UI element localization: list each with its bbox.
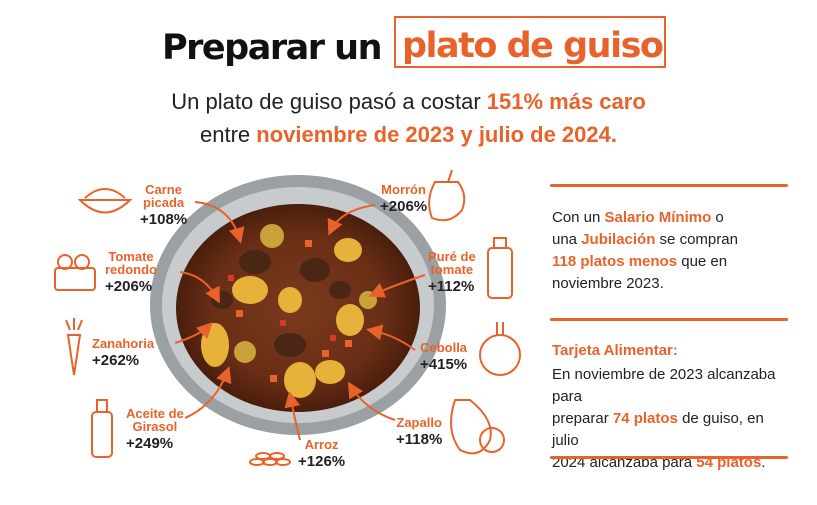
text: que en — [677, 253, 728, 270]
text: Con un — [552, 209, 605, 226]
text: de guiso, en julio — [552, 410, 764, 449]
ingredient-aceite: Aceite de Girasol +249% — [126, 407, 184, 451]
text: noviembre 2023. — [552, 275, 664, 292]
ingredient-arroz: Arroz +126% — [298, 438, 345, 469]
ingredient-percentage: +249% — [126, 435, 174, 452]
highlight: 74 platos — [612, 410, 678, 427]
rice-icon — [249, 452, 291, 466]
pepper-icon — [428, 169, 466, 222]
ingredient-name: Morrón — [381, 182, 426, 197]
ingredient-name: Tomate redondo — [105, 249, 157, 277]
card-title: Tarjeta Alimentar: — [552, 342, 678, 359]
text: . — [761, 454, 766, 471]
title-plain: Preparar un — [162, 28, 382, 68]
highlight: 118 platos menos — [552, 253, 678, 270]
title-accent: plato de guiso — [402, 26, 664, 66]
ingredient-percentage: +108% — [140, 211, 188, 228]
subtitle-text: Un plato de guiso pasó a costar — [171, 89, 487, 114]
subtitle-highlight: noviembre de 2023 y julio de 2024. — [256, 122, 617, 147]
highlight: Jubilación — [581, 231, 656, 248]
carrot-icon — [65, 318, 83, 376]
ingredient-percentage: +206% — [105, 278, 153, 295]
tomatoes-basket-icon — [54, 254, 96, 291]
divider — [550, 184, 788, 187]
ingredient-name: Aceite de Girasol — [126, 406, 184, 434]
salary-paragraph: Con un Salario Mínimo o una Jubilación s… — [552, 207, 792, 295]
ingredient-percentage: +112% — [428, 278, 475, 295]
ingredient-zanahoria: Zanahoria +262% — [92, 337, 154, 368]
ingredient-name: Zanahoria — [92, 336, 155, 351]
divider — [550, 456, 788, 459]
subtitle-highlight: 151% más caro — [486, 89, 646, 114]
ingredient-name: Puré de tomate — [428, 249, 476, 277]
tomato-puree-icon — [487, 237, 513, 299]
title: Preparar un plato de guiso — [0, 14, 817, 74]
divider — [550, 318, 788, 321]
ingredient-tomate: Tomate redondo +206% — [105, 250, 157, 294]
ingredient-name: Cebolla — [420, 340, 468, 355]
ingredient-carne: Carne picada +108% — [140, 183, 187, 227]
ingredient-percentage: +262% — [92, 352, 140, 369]
ingredient-name: Arroz — [304, 437, 339, 452]
oil-bottle-icon — [91, 399, 113, 458]
text: o — [711, 209, 724, 226]
subtitle-line-1: Un plato de guiso pasó a costar 151% más… — [0, 89, 817, 115]
ingredient-zapallo: Zapallo +118% — [396, 416, 442, 447]
card-paragraph: En noviembre de 2023 alcanzaba para prep… — [552, 364, 792, 474]
ingredient-name: Zapallo — [396, 415, 442, 430]
subtitle-line-2: entre noviembre de 2023 y julio de 2024. — [0, 122, 817, 148]
squash-icon — [450, 399, 505, 455]
subtitle-text: entre — [200, 122, 257, 147]
ingredient-pure: Puré de tomate +112% — [428, 250, 476, 294]
arrows — [174, 201, 426, 441]
ingredient-percentage: +206% — [380, 198, 428, 215]
onion-icon — [479, 322, 521, 376]
title-accent-frame — [394, 16, 666, 68]
text: preparar — [552, 410, 613, 427]
ingredient-name: Carne picada — [142, 182, 185, 210]
bowl-icon — [77, 188, 133, 214]
text: En noviembre de 2023 alcanzaba para — [552, 366, 776, 405]
ingredient-percentage: +415% — [420, 356, 468, 373]
text: se compran — [655, 231, 738, 248]
text: una — [552, 231, 582, 248]
ingredient-morron: Morrón +206% — [380, 183, 427, 214]
ingredient-percentage: +118% — [396, 431, 443, 448]
ingredient-percentage: +126% — [298, 453, 346, 470]
highlight: Salario Mínimo — [604, 209, 712, 226]
ingredient-cebolla: Cebolla +415% — [420, 341, 467, 372]
